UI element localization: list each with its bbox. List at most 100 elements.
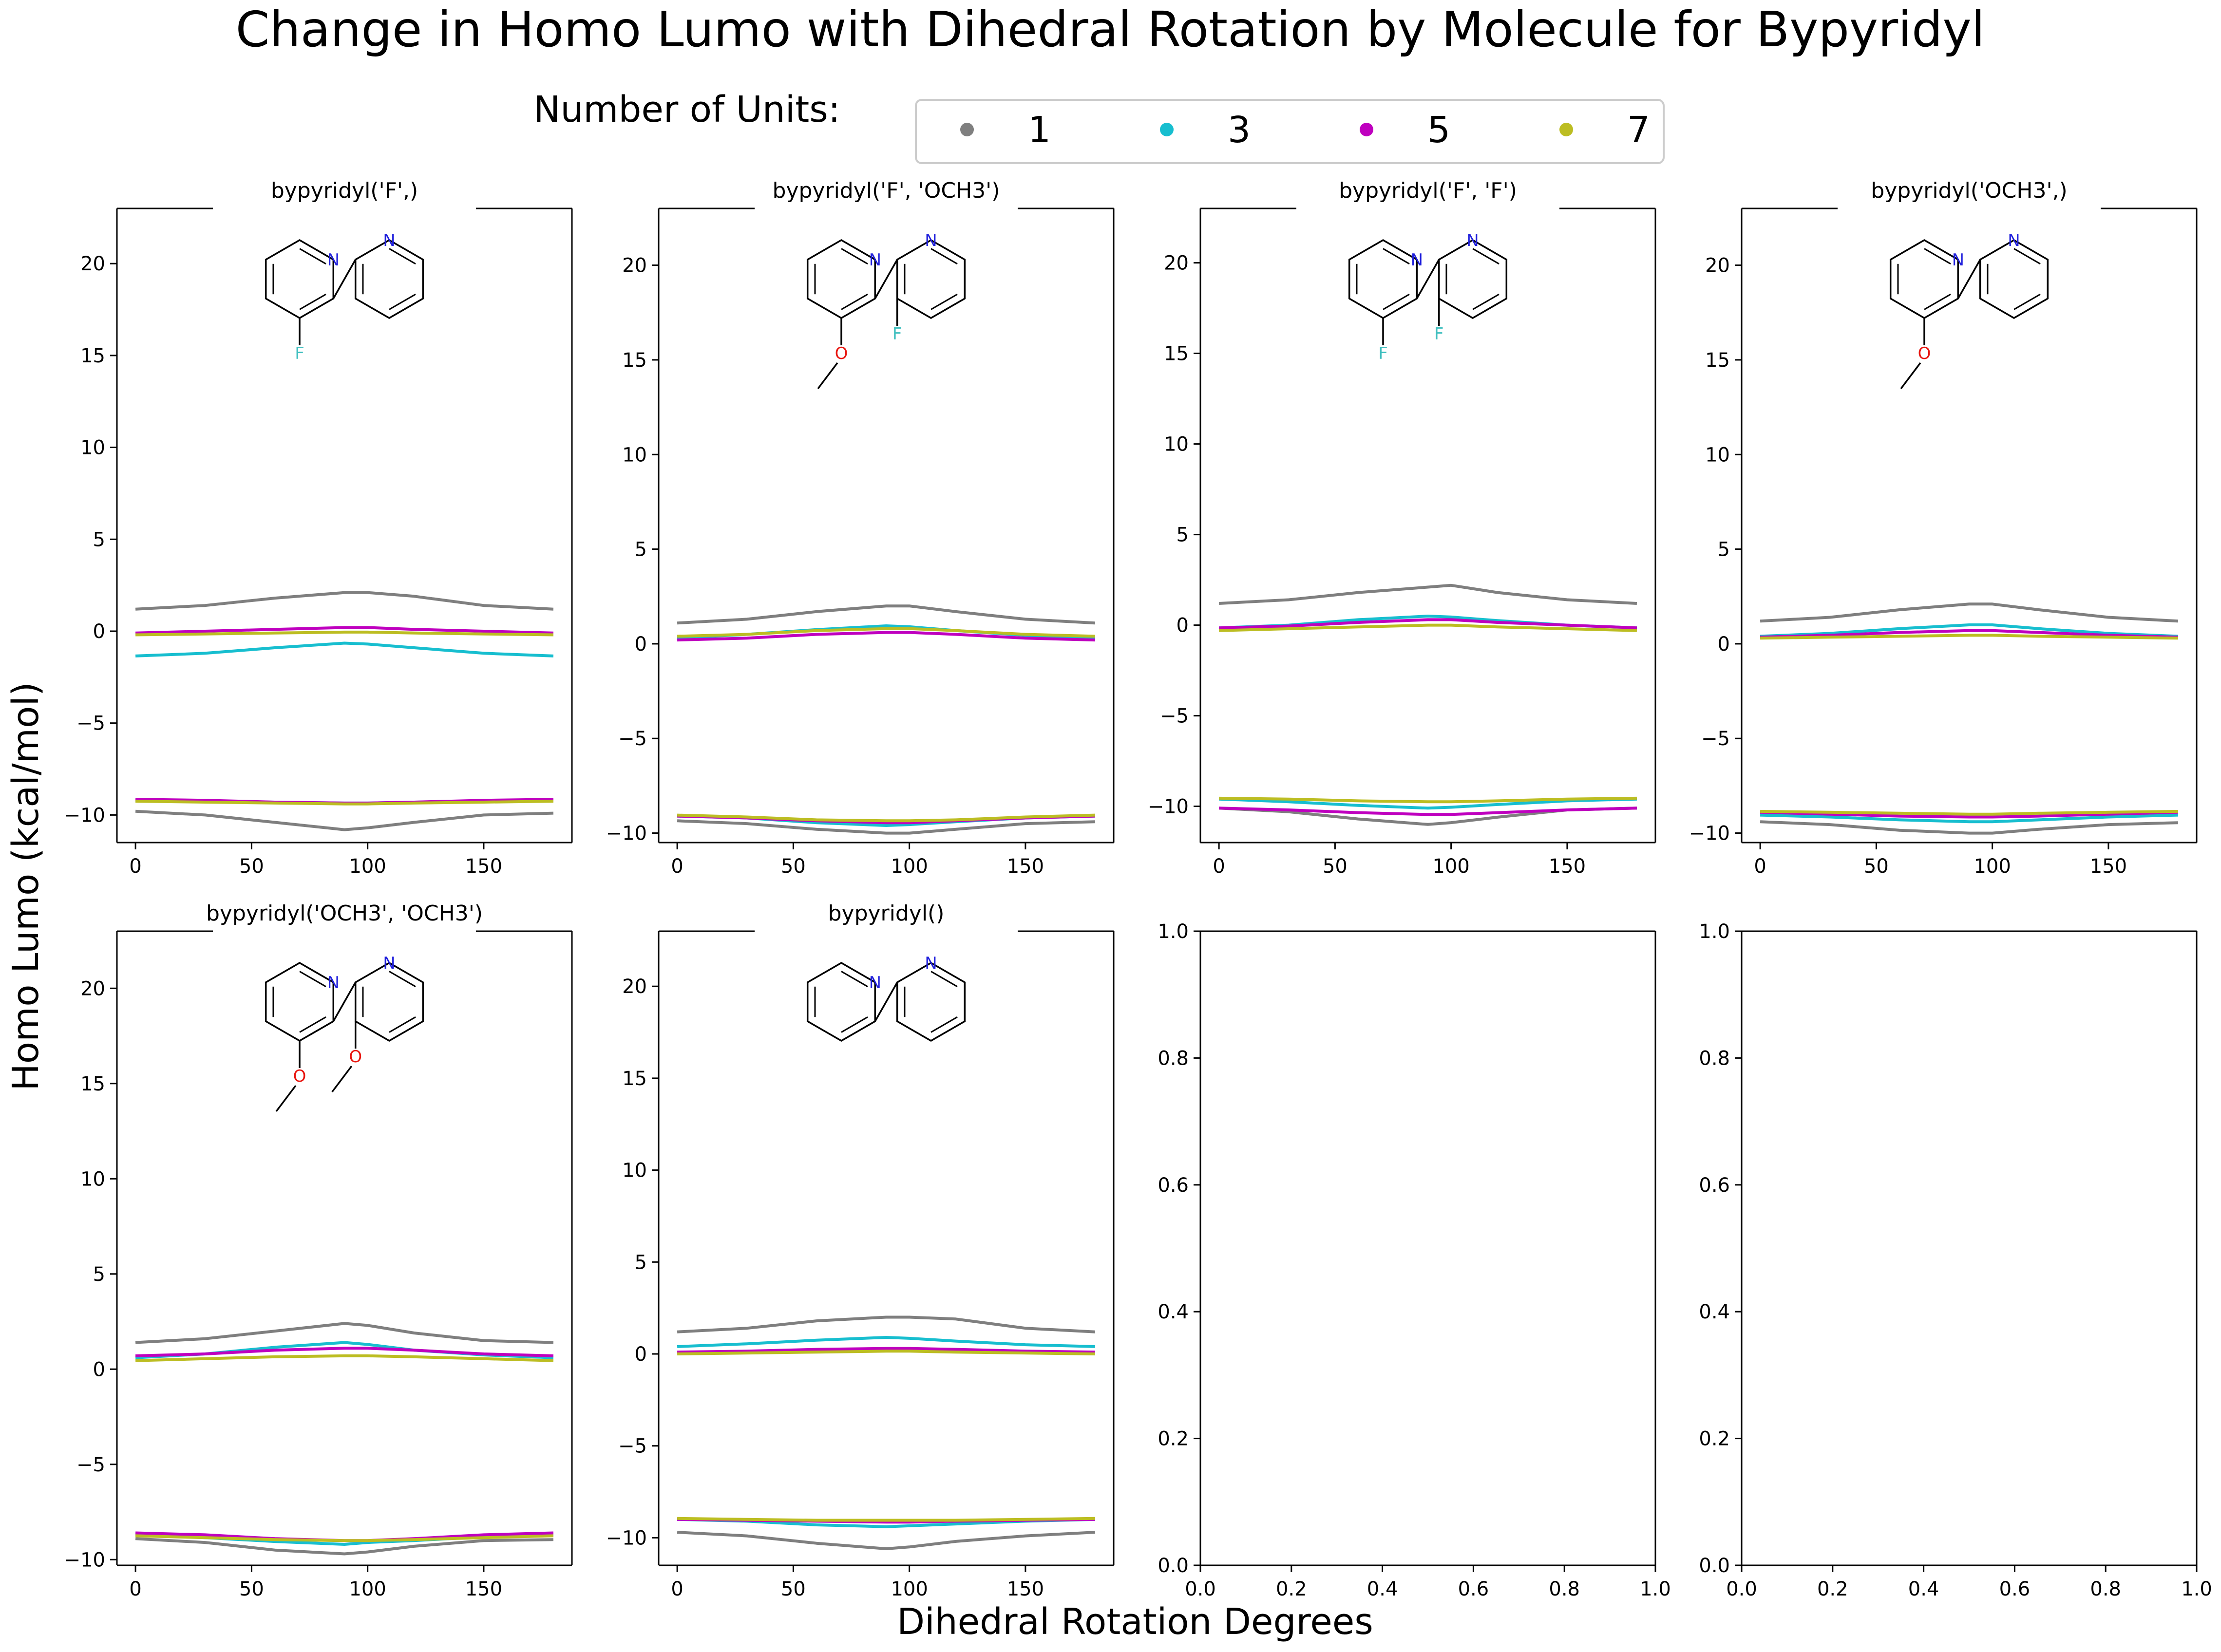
- atom-label-n: N: [925, 954, 937, 973]
- y-tick-label: 20: [80, 977, 105, 1000]
- series-line-lumo-units-5: [677, 1347, 1095, 1354]
- y-tick-label: 0.2: [1158, 1428, 1189, 1450]
- legend-label-3: 3: [1228, 109, 1251, 151]
- double-bond: [930, 293, 958, 310]
- x-tick-label: 100: [891, 855, 928, 878]
- x-tick-label: 0: [671, 1578, 683, 1600]
- y-tick-label: 5: [93, 528, 105, 551]
- series-line-homo-units-7: [1760, 809, 2178, 816]
- x-tick-label: 0.8: [1549, 1578, 1580, 1600]
- x-tick-label: 0: [129, 1578, 141, 1600]
- y-tick-label: 20: [622, 976, 647, 998]
- double-bond: [299, 248, 326, 265]
- x-tick-label: 150: [2090, 855, 2127, 878]
- atom-label-n: N: [1952, 250, 1964, 270]
- biaryl-bond: [874, 259, 898, 299]
- y-tick-label: 15: [622, 1068, 647, 1090]
- y-tick-label: 0: [1718, 633, 1730, 656]
- double-bond: [299, 293, 326, 310]
- x-tick-label: 0.2: [1817, 1578, 1848, 1600]
- double-bond: [2013, 293, 2041, 310]
- x-tick-label: 150: [465, 1578, 502, 1600]
- y-tick-label: −5: [76, 1454, 105, 1476]
- legend: Number of Units: 1 3 5 7: [533, 89, 1665, 164]
- subplot-title: bypyridyl('F',): [271, 178, 418, 203]
- double-bond: [841, 1016, 868, 1033]
- series-line-homo-units-7: [677, 813, 1095, 823]
- subplot-8: 0.0 0.2 0.4 0.6 0.8 1.0 0.0 0.2 0.4 0.6 0.8 1.0: [1699, 920, 2212, 1600]
- double-bond: [299, 971, 326, 988]
- legend-label-7: 7: [1627, 109, 1650, 151]
- atom-label-o: O: [835, 344, 848, 363]
- y-tick-label: 10: [80, 1168, 105, 1190]
- x-tick-label: 150: [1007, 1578, 1044, 1600]
- legend-marker-1: [960, 123, 974, 136]
- y-tick-label: 0.8: [1158, 1047, 1189, 1070]
- series-line-lumo-units-5: [135, 1347, 553, 1357]
- series-line-homo-units-1: [677, 819, 1095, 835]
- pyridine-ring-left: [806, 961, 876, 1042]
- atom-label-n: N: [383, 954, 395, 973]
- y-tick-label: 0.2: [1699, 1428, 1730, 1450]
- series-line-lumo-units-3: [1760, 623, 2179, 638]
- y-tick-label: 5: [635, 1251, 647, 1274]
- series-line-lumo-units-1: [135, 1322, 553, 1344]
- y-tick-label: 0.0: [1699, 1555, 1730, 1577]
- x-tick-label: 50: [781, 855, 806, 878]
- y-tick-label: 15: [622, 349, 647, 372]
- double-bond: [1924, 248, 1951, 265]
- y-tick-label: 5: [635, 539, 647, 561]
- series-line-lumo-units-1: [677, 1315, 1096, 1333]
- figure-title: Change in Homo Lumo with Dihedral Rotati…: [236, 1, 1985, 58]
- methyl-bond: [817, 362, 838, 390]
- y-tick-label: 10: [1164, 433, 1189, 456]
- double-bond: [389, 248, 416, 265]
- atom-label-o: O: [293, 1067, 306, 1086]
- x-tick-label: 50: [1864, 855, 1889, 878]
- series-line-lumo-units-5: [135, 626, 553, 635]
- series-line-lumo-units-5: [1760, 629, 2178, 639]
- double-bond: [841, 293, 868, 310]
- y-tick-label: −5: [618, 728, 647, 750]
- x-tick-label: 100: [349, 855, 386, 878]
- y-tick-label: −5: [618, 1435, 647, 1458]
- methyl-bond: [1900, 362, 1921, 390]
- double-bond: [389, 1016, 416, 1033]
- double-bond: [1383, 293, 1410, 310]
- y-tick-label: 1.0: [1699, 920, 1730, 943]
- x-tick-label: 150: [465, 855, 502, 878]
- series-line-lumo-units-1: [677, 604, 1096, 625]
- y-tick-label: −10: [1148, 796, 1189, 818]
- y-tick-label: 0.4: [1158, 1301, 1189, 1323]
- series-line-lumo-units-7: [677, 627, 1095, 638]
- series-line-lumo-units-7: [135, 1354, 553, 1362]
- x-tick-label: 50: [239, 1578, 264, 1600]
- series-line-homo-units-5: [1760, 810, 2178, 819]
- y-tick-label: −10: [64, 1549, 105, 1571]
- x-tick-label: 0.4: [1367, 1578, 1398, 1600]
- y-tick-label: 0: [635, 633, 647, 656]
- y-tick-label: 0: [1177, 615, 1189, 637]
- x-tick-label: 100: [1974, 855, 2011, 878]
- biaryl-bond: [332, 982, 357, 1022]
- y-tick-label: 0.0: [1158, 1555, 1189, 1577]
- y-tick-label: 15: [1164, 343, 1189, 365]
- y-tick-label: −10: [606, 823, 647, 845]
- x-tick-label: 0: [671, 855, 683, 878]
- y-tick-label: −5: [76, 713, 105, 735]
- y-tick-label: 0: [635, 1343, 647, 1366]
- series-line-homo-units-7: [677, 1517, 1095, 1522]
- y-tick-label: 15: [80, 345, 105, 367]
- double-bond: [389, 293, 416, 310]
- x-tick-label: 1.0: [2181, 1578, 2212, 1600]
- double-bond: [930, 1016, 958, 1033]
- legend-entries: 1 3 5 7: [960, 109, 1650, 151]
- double-bond: [2013, 248, 2041, 265]
- double-bond: [299, 1016, 326, 1033]
- atom-label-n: N: [1411, 250, 1423, 270]
- x-tick-label: 0.6: [1999, 1578, 2031, 1600]
- series-line-homo-units-1: [135, 809, 553, 831]
